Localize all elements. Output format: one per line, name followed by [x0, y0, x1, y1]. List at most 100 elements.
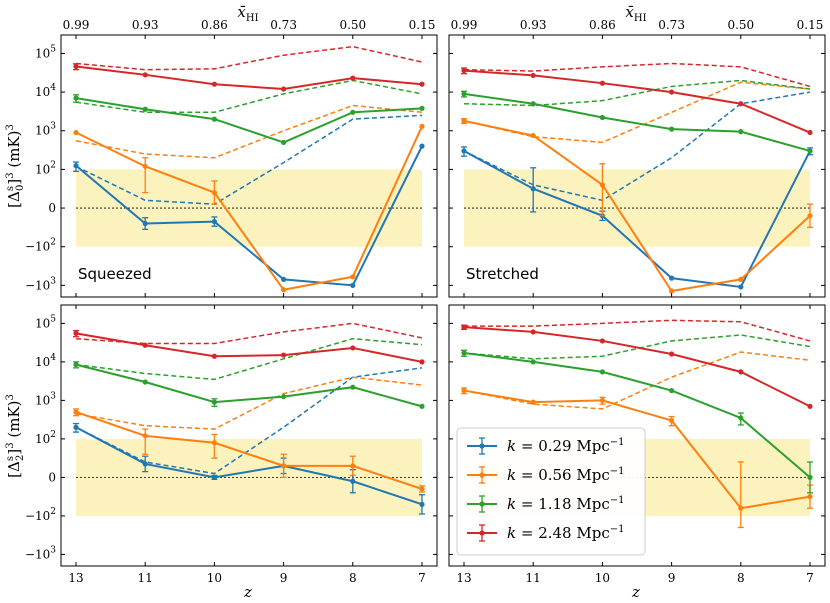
data-point	[807, 403, 813, 409]
solid-series-0	[463, 150, 811, 289]
x-tick-label: 8	[349, 571, 357, 585]
data-point	[461, 324, 467, 330]
y-tick-label: 102	[35, 430, 56, 446]
y-axis-title-bottom: [Δs2]3 (mK)3	[5, 394, 26, 478]
data-point	[350, 463, 356, 469]
data-point	[281, 463, 287, 469]
data-point	[599, 114, 606, 121]
top-tick-label: 0.99	[451, 18, 478, 32]
x-axis-title-left: z	[243, 583, 252, 601]
data-point	[461, 67, 467, 74]
top-tick-label: 0.50	[727, 18, 754, 32]
panel-frame	[448, 304, 826, 567]
data-point	[807, 494, 813, 500]
data-point	[738, 415, 744, 421]
data-point	[281, 139, 287, 145]
dashed-series-3	[464, 319, 811, 342]
x-tick-label: 11	[526, 571, 541, 585]
solid-series-3	[463, 326, 811, 408]
data-point	[73, 409, 79, 415]
data-point	[419, 403, 425, 409]
x-tick-label: 7	[418, 571, 426, 585]
panel-title: Stretched	[466, 265, 539, 283]
legend-label: k = 0.29 Mpc−1	[507, 437, 624, 455]
solid-series-1	[463, 389, 811, 510]
legend-marker	[479, 501, 485, 507]
data-point	[142, 342, 148, 348]
dashed-series-0	[75, 114, 423, 205]
data-point	[419, 105, 425, 111]
data-point	[211, 116, 217, 122]
data-point	[530, 186, 536, 192]
data-point	[211, 81, 217, 87]
x-tick-label: 10	[207, 571, 222, 585]
data-point	[807, 213, 813, 219]
y-tick-label: −102	[25, 507, 56, 523]
data-point	[738, 284, 744, 290]
solid-series-0	[75, 145, 423, 287]
data-point	[419, 501, 425, 507]
data-point	[142, 379, 148, 385]
data-point	[738, 101, 744, 107]
data-point	[281, 394, 287, 400]
data-point	[461, 118, 467, 124]
dashed-series-1	[463, 81, 811, 144]
data-point	[142, 220, 148, 227]
solid-series-3	[75, 65, 423, 91]
panel-frame	[60, 304, 438, 567]
data-point	[350, 384, 356, 390]
top-tick-label: 0.86	[589, 18, 616, 32]
x-tick-label: 9	[668, 571, 676, 585]
data-point	[419, 143, 425, 149]
data-point	[142, 72, 148, 78]
data-point	[73, 95, 79, 101]
data-point	[461, 387, 467, 394]
legend-marker	[479, 530, 485, 536]
top-tick-label: 0.93	[520, 18, 547, 32]
top-tick-label: 0.86	[201, 18, 228, 32]
data-point	[530, 101, 536, 107]
legend-marker	[479, 443, 485, 449]
legend-label: k = 2.48 Mpc−1	[507, 524, 624, 542]
dashed-series-3	[75, 45, 423, 71]
solid-series-2	[463, 352, 811, 479]
data-point	[211, 189, 217, 196]
legend-marker	[479, 472, 485, 478]
data-point	[599, 338, 606, 344]
data-point	[73, 63, 79, 70]
data-point	[350, 345, 356, 351]
data-point	[73, 129, 79, 136]
data-point	[211, 440, 217, 446]
data-point	[211, 218, 217, 225]
solid-series-2	[75, 363, 423, 408]
x-tick-label: 8	[737, 571, 745, 585]
y-tick-label: −103	[25, 276, 56, 292]
data-point	[738, 369, 744, 375]
dashed-series-2	[463, 334, 811, 360]
top-tick-label: 0.99	[63, 18, 90, 32]
data-point	[142, 433, 148, 439]
panels-group: 105 104 103 102 0 −102 −103 0.99 0.93 0.86 0.73 0.5…	[25, 18, 826, 585]
data-point	[211, 474, 217, 480]
data-point	[807, 129, 813, 136]
data-point	[142, 106, 148, 112]
x-tick-label: 7	[806, 571, 814, 585]
panel-frame	[448, 34, 826, 298]
x-tick-label: 13	[68, 571, 83, 585]
data-point	[419, 123, 425, 129]
panel-2: 0.99 0.93 0.86 0.73 0.50 0.15 Stretched	[448, 18, 826, 298]
solid-series-3	[75, 332, 423, 363]
y-tick-label: 102	[35, 160, 56, 176]
data-point	[211, 353, 217, 359]
data-point	[461, 91, 467, 97]
data-point	[669, 126, 675, 132]
data-point	[669, 417, 675, 424]
data-point	[142, 163, 148, 169]
data-point	[350, 282, 356, 288]
y-tick-label: −102	[25, 238, 56, 254]
data-point	[530, 359, 536, 365]
y-tick-label: 105	[35, 314, 56, 330]
panel-3: 105 104 103 102 0 −102 −103 13 11 10 9 8 7	[25, 304, 438, 585]
data-point	[281, 287, 287, 293]
data-point	[419, 486, 425, 492]
